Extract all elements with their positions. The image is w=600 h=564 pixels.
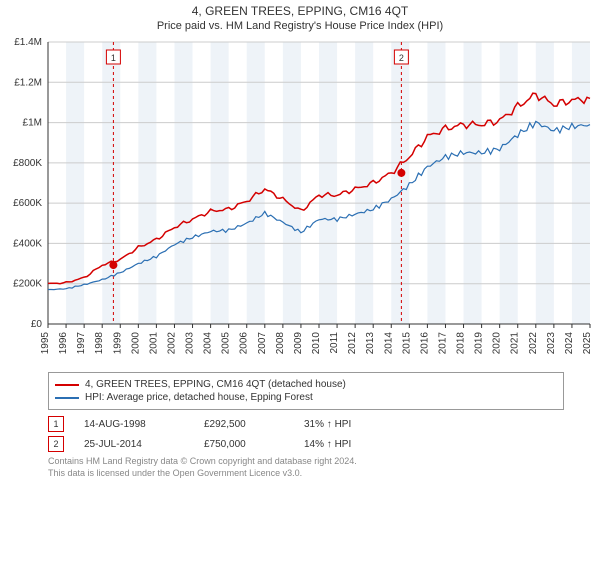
transaction-price: £292,500 xyxy=(204,419,284,430)
svg-text:£1.2M: £1.2M xyxy=(14,77,42,88)
svg-text:2010: 2010 xyxy=(311,332,322,355)
footnote: Contains HM Land Registry data © Crown c… xyxy=(48,456,564,479)
chart-container: £0 £200K £400K £600K £800K £1M £1.2M £1.4M 1995 1… xyxy=(0,38,600,368)
svg-text:2016: 2016 xyxy=(419,332,430,355)
svg-text:1998: 1998 xyxy=(94,332,105,355)
legend-swatch xyxy=(55,397,79,399)
transaction-marker: 1 xyxy=(48,416,64,432)
svg-text:2003: 2003 xyxy=(185,332,196,355)
svg-text:2001: 2001 xyxy=(148,332,159,355)
svg-text:1999: 1999 xyxy=(112,332,123,355)
page-subtitle: Price paid vs. HM Land Registry's House … xyxy=(0,20,600,32)
svg-text:£800K: £800K xyxy=(13,158,42,169)
svg-text:£1M: £1M xyxy=(23,118,42,129)
transaction-marker: 2 xyxy=(48,436,64,452)
svg-text:2007: 2007 xyxy=(257,332,268,355)
svg-text:2: 2 xyxy=(399,53,404,63)
transaction-delta: 14% ↑ HPI xyxy=(304,439,351,450)
transaction-price: £750,000 xyxy=(204,439,284,450)
legend-row: 4, GREEN TREES, EPPING, CM16 4QT (detach… xyxy=(55,379,557,390)
svg-text:£400K: £400K xyxy=(13,238,42,249)
svg-text:2011: 2011 xyxy=(329,332,340,354)
svg-text:2012: 2012 xyxy=(347,332,358,355)
svg-text:2002: 2002 xyxy=(166,332,177,355)
legend-row: HPI: Average price, detached house, Eppi… xyxy=(55,392,557,403)
page-title: 4, GREEN TREES, EPPING, CM16 4QT xyxy=(0,4,600,18)
svg-text:2006: 2006 xyxy=(239,332,250,355)
transactions-table: 1 14-AUG-1998 £292,500 31% ↑ HPI 2 25-JUL-201… xyxy=(48,416,564,452)
legend-label: 4, GREEN TREES, EPPING, CM16 4QT (detach… xyxy=(85,379,346,390)
transaction-date: 14-AUG-1998 xyxy=(84,419,184,430)
svg-text:2019: 2019 xyxy=(474,332,485,355)
footnote-line: Contains HM Land Registry data © Crown c… xyxy=(48,456,564,468)
svg-text:2021: 2021 xyxy=(510,332,521,355)
svg-text:2009: 2009 xyxy=(293,332,304,355)
svg-text:2020: 2020 xyxy=(492,332,503,355)
svg-text:1: 1 xyxy=(111,53,116,63)
svg-text:£0: £0 xyxy=(31,319,43,330)
svg-text:2017: 2017 xyxy=(437,332,448,355)
transaction-date: 25-JUL-2014 xyxy=(84,439,184,450)
svg-text:2014: 2014 xyxy=(383,332,394,355)
svg-text:2005: 2005 xyxy=(221,332,232,355)
svg-text:2023: 2023 xyxy=(546,332,557,355)
svg-text:£1.4M: £1.4M xyxy=(14,38,42,48)
svg-text:2022: 2022 xyxy=(528,332,539,355)
chart-svg: £0 £200K £400K £600K £800K £1M £1.2M £1.4M 1995 1… xyxy=(0,38,600,368)
svg-text:2004: 2004 xyxy=(203,332,214,355)
transaction-row: 2 25-JUL-2014 £750,000 14% ↑ HPI xyxy=(48,436,564,452)
svg-text:2025: 2025 xyxy=(582,332,593,355)
svg-text:2018: 2018 xyxy=(456,332,467,355)
footnote-line: This data is licensed under the Open Gov… xyxy=(48,468,564,480)
legend-swatch xyxy=(55,384,79,386)
svg-text:2008: 2008 xyxy=(275,332,286,355)
svg-text:2000: 2000 xyxy=(130,332,141,355)
svg-text:2015: 2015 xyxy=(401,332,412,355)
svg-text:2024: 2024 xyxy=(564,332,575,355)
legend: 4, GREEN TREES, EPPING, CM16 4QT (detach… xyxy=(48,372,564,410)
legend-label: HPI: Average price, detached house, Eppi… xyxy=(85,392,313,403)
svg-text:2013: 2013 xyxy=(365,332,376,355)
transaction-delta: 31% ↑ HPI xyxy=(304,419,351,430)
svg-text:1995: 1995 xyxy=(40,332,51,355)
svg-text:1996: 1996 xyxy=(58,332,69,355)
transaction-row: 1 14-AUG-1998 £292,500 31% ↑ HPI xyxy=(48,416,564,432)
svg-text:£600K: £600K xyxy=(13,198,42,209)
svg-text:1997: 1997 xyxy=(76,332,87,355)
svg-text:£200K: £200K xyxy=(13,279,42,290)
